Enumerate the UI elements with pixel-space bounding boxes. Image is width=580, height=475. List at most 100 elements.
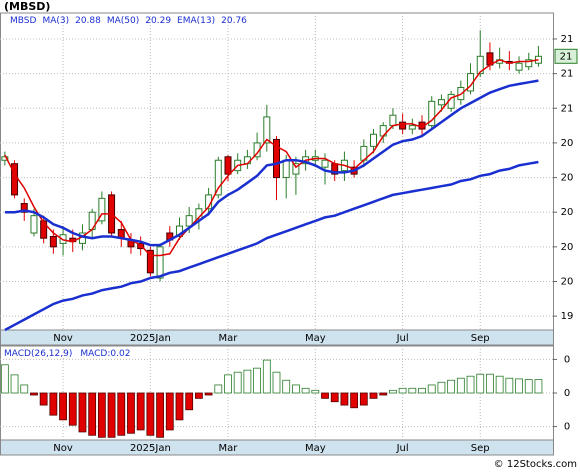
y-tick-label: 20 bbox=[561, 173, 574, 184]
macd-bar bbox=[311, 389, 320, 394]
legend-value: 20.88 bbox=[75, 16, 101, 26]
candle-body bbox=[30, 215, 38, 234]
legend-value: 20.76 bbox=[221, 16, 247, 26]
indicator-line bbox=[4, 160, 539, 332]
x-tick-label: Mar bbox=[219, 333, 239, 344]
candle-body bbox=[282, 159, 290, 179]
last-price-label: 21 bbox=[560, 51, 573, 62]
indicator-line bbox=[4, 79, 539, 247]
legend-symbol: MBSD bbox=[10, 16, 36, 26]
candle-body bbox=[389, 114, 397, 127]
macd-bar bbox=[127, 392, 135, 434]
macd-bar bbox=[262, 359, 271, 394]
macd-bar bbox=[204, 392, 213, 396]
candle-body bbox=[1, 156, 9, 161]
y-tick-label: 0 bbox=[564, 422, 570, 433]
macd-bar bbox=[350, 392, 359, 409]
macd-bar bbox=[515, 378, 523, 394]
legend-entry: MA(3) bbox=[42, 16, 69, 26]
macd-bar bbox=[185, 392, 194, 411]
macd-bar bbox=[78, 392, 87, 433]
legend-value: 20.29 bbox=[145, 16, 171, 26]
macd-bar bbox=[10, 374, 19, 394]
candle-body bbox=[263, 116, 271, 144]
macd-bar bbox=[379, 392, 388, 396]
indicator-line bbox=[4, 58, 539, 257]
macd-bar bbox=[369, 392, 378, 399]
legend-title: MACD(26,12,9) bbox=[4, 349, 72, 359]
macd-bar bbox=[321, 392, 329, 399]
macd-bar bbox=[495, 375, 504, 394]
macd-bar bbox=[389, 389, 397, 394]
macd-bar bbox=[49, 392, 58, 416]
x-tick-label: Jul bbox=[396, 443, 409, 454]
x-tick-label: Jul bbox=[396, 333, 409, 344]
macd-bar bbox=[175, 392, 184, 421]
macd-bar bbox=[524, 379, 533, 394]
macd-bar bbox=[476, 373, 485, 394]
chart-title: (MBSD) bbox=[4, 0, 50, 13]
macd-bar bbox=[330, 392, 339, 403]
macd-bar bbox=[253, 367, 261, 394]
y-tick-label: 21 bbox=[561, 103, 574, 114]
macd-bar bbox=[292, 384, 300, 394]
macd-bar bbox=[88, 392, 97, 436]
macd-bar bbox=[107, 392, 116, 438]
macd-bar bbox=[146, 392, 155, 436]
y-tick-label: 0 bbox=[564, 388, 570, 399]
candle-body bbox=[146, 249, 154, 274]
macd-bar bbox=[30, 392, 38, 396]
macd-bar bbox=[456, 377, 465, 394]
candle-body bbox=[49, 235, 57, 248]
x-tick-label: Mar bbox=[219, 443, 239, 454]
x-tick-label: May bbox=[305, 333, 326, 344]
macd-bar bbox=[418, 387, 426, 394]
macd-bar bbox=[505, 377, 514, 394]
candle-body bbox=[273, 138, 280, 179]
legend: MACD(26,12,9) MACD:0.02 bbox=[4, 349, 130, 359]
x-axis-band bbox=[0, 329, 554, 346]
macd-bar bbox=[59, 392, 67, 421]
macd-bar bbox=[0, 364, 9, 394]
legend: MBSD MA(3) 20.88 MA(50) 20.29 EMA(13) 20.76 bbox=[10, 16, 247, 26]
macd-bar bbox=[243, 369, 252, 394]
x-tick-label: Sep bbox=[471, 333, 490, 344]
x-tick-label: Nov bbox=[53, 443, 73, 454]
x-axis-band bbox=[0, 439, 554, 456]
y-tick-label: 21 bbox=[561, 69, 574, 80]
candle-body bbox=[408, 125, 416, 130]
x-tick-label: Sep bbox=[471, 443, 490, 454]
legend-value: 0.02 bbox=[110, 349, 130, 359]
legend-entry: MACD: bbox=[80, 349, 110, 359]
macd-bar bbox=[214, 384, 223, 394]
macd-bar bbox=[20, 384, 29, 394]
macd-bar bbox=[447, 379, 456, 394]
macd-bar bbox=[427, 384, 436, 394]
macd-bar bbox=[340, 392, 349, 406]
y-tick-label: 19 bbox=[561, 311, 574, 322]
candle-body bbox=[370, 133, 378, 147]
candle-body bbox=[292, 163, 300, 175]
macd-bar bbox=[282, 379, 291, 394]
candle-body bbox=[321, 159, 329, 168]
macd-bar bbox=[194, 392, 203, 399]
candle-body bbox=[525, 59, 533, 68]
macd-bar bbox=[68, 392, 77, 426]
macd-bar bbox=[156, 392, 164, 438]
macd-bar bbox=[224, 374, 232, 394]
candle-body bbox=[40, 220, 48, 239]
macd-bar bbox=[165, 392, 174, 431]
x-tick-label: Nov bbox=[53, 333, 73, 344]
macd-bar bbox=[486, 373, 494, 394]
legend-entry: EMA(13) bbox=[177, 16, 215, 26]
y-tick-label: 20 bbox=[561, 138, 574, 149]
candle-body bbox=[224, 156, 232, 175]
macd-bar bbox=[272, 371, 281, 394]
candle-body bbox=[214, 159, 222, 196]
macd-bar bbox=[136, 392, 145, 431]
last-price-box bbox=[554, 48, 578, 64]
footer: © 12Stocks.com bbox=[494, 459, 577, 470]
y-tick-label: 20 bbox=[561, 207, 574, 218]
candle-body bbox=[156, 246, 164, 279]
